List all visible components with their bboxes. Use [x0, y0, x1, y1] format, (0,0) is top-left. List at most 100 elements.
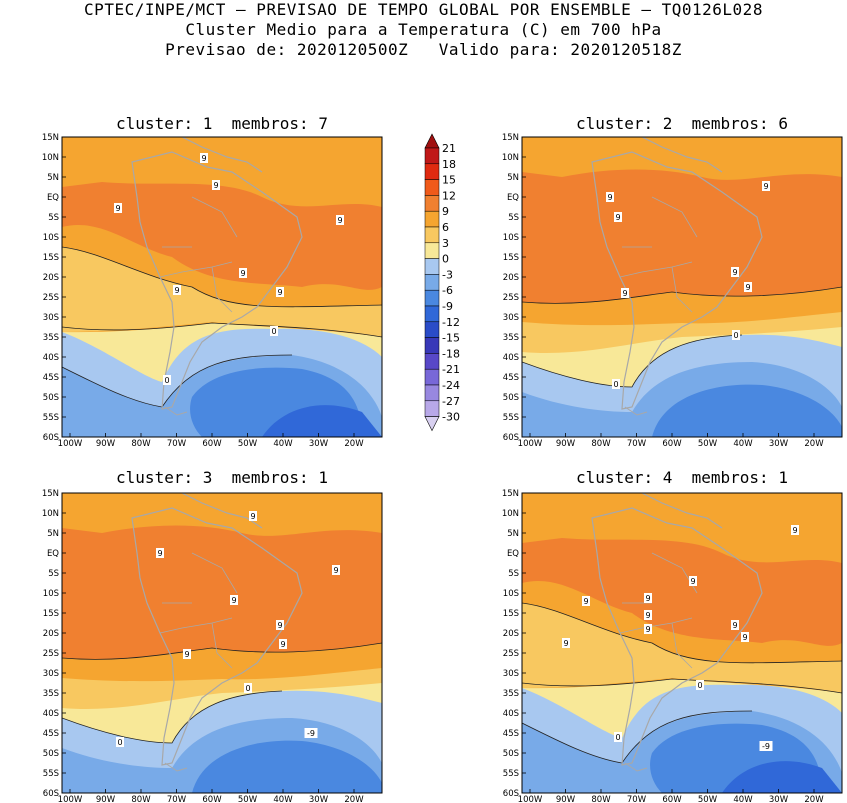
lat-tick-label: EQ: [47, 193, 59, 203]
contour-label-bg: [249, 511, 257, 521]
lat-tick-label: 55S: [43, 413, 59, 423]
colorbar-label: -21: [442, 363, 460, 376]
colorbar-label: 18: [442, 158, 456, 171]
contour-label-bg: [270, 326, 278, 336]
colorbar-label: -27: [442, 395, 460, 408]
lat-tick-label: 10S: [503, 589, 519, 599]
lon-tick-label: 80W: [131, 439, 151, 449]
lat-tick-label: 30S: [43, 313, 59, 323]
lat-tick-label: 15N: [502, 133, 519, 143]
colorbar-label: -3: [442, 268, 453, 281]
contour-label-bg: [562, 638, 570, 648]
contour-label: 9: [732, 268, 737, 277]
colorbar-swatch: [424, 353, 440, 370]
contour-label-bg: [606, 192, 614, 202]
colorbar-label: -18: [442, 347, 460, 360]
lat-tick-label: 35S: [43, 333, 59, 343]
colorbar: 21 18 15 12 9 6 3 0 -3 -6 -9 -12 -15 -18 -21 -24 -27 -30: [424, 133, 460, 432]
lon-tick-label: 90W: [556, 439, 576, 449]
lon-tick-label: 70W: [167, 439, 187, 449]
contour-label: 0: [271, 327, 276, 336]
lat-tick-label: 30S: [503, 313, 519, 323]
contour-label: 9: [157, 549, 162, 558]
lon-tick-label: 70W: [627, 439, 647, 449]
colorbar-top-arrow: [424, 133, 440, 149]
lat-tick-label: 60S: [43, 433, 59, 443]
panel-3-title: cluster: 3 membros: 1: [116, 468, 328, 487]
colorbar-bottom-arrow: [424, 416, 440, 432]
colorbar-label: -6: [442, 284, 453, 297]
contour-label-bg: [732, 330, 740, 340]
contour-label-bg: [762, 181, 770, 191]
colorbar-swatch: [424, 226, 440, 244]
lat-tick-label: 15S: [503, 253, 519, 263]
lat-tick-label: 20S: [43, 629, 59, 639]
contour-label: 9: [277, 621, 282, 630]
panel-2-title: cluster: 2 membros: 6: [576, 114, 788, 133]
lon-tick-label: 40W: [733, 439, 753, 449]
contour-label-bg: [200, 153, 208, 163]
colorbar-swatch: [424, 384, 440, 402]
contour-label-bg: [332, 565, 340, 575]
contour-label-bg: [614, 212, 622, 222]
contour-label-bg: [163, 375, 171, 385]
lat-tick-label: 15N: [42, 133, 59, 143]
lat-tick-label: 20S: [43, 273, 59, 283]
lon-tick-label: 60W: [202, 795, 222, 803]
contour-label: 9: [337, 216, 342, 225]
map-panel-4: [521, 492, 843, 794]
colorbar-swatch: [424, 368, 440, 386]
colorbar-swatch: [424, 195, 440, 212]
lon-tick-label: 30W: [769, 439, 789, 449]
contour-label: 9: [622, 289, 627, 298]
contour-label: 9: [763, 182, 768, 191]
lon-tick-label: 50W: [238, 795, 258, 803]
colorbar-swatch: [424, 258, 440, 275]
contour-label: -9: [762, 742, 770, 751]
lon-tick-label: 80W: [591, 439, 611, 449]
colorbar-label: -15: [442, 332, 460, 345]
lat-tick-label: 25S: [43, 293, 59, 303]
contour-labels: 9 9 9 9 9 9 9 0 0 9 9 9 9 9 9 0 0 9 9 9 9 9 9 9 0 0 -9 9 9 9 9 9 9 9 9 9 0 0 -…: [114, 153, 799, 751]
lat-tick-label: 40S: [503, 709, 519, 719]
lat-tick-label: 35S: [503, 333, 519, 343]
lat-tick-label: 40S: [503, 353, 519, 363]
contour-label-bg: [644, 593, 652, 603]
contour-label-bg: [230, 595, 238, 605]
colorbar-swatch: [424, 321, 440, 338]
contour-label-bg: [183, 649, 191, 659]
contour-label: 0: [164, 376, 169, 385]
lon-tick-label: 80W: [591, 795, 611, 803]
lat-tick-label: 30S: [503, 669, 519, 679]
contour-label-bg: [696, 680, 704, 690]
contour-label-bg: [173, 285, 181, 295]
header-line-3: Previsao de: 2020120500Z Valido para: 20…: [165, 40, 682, 59]
contour-label-bg: [759, 741, 773, 751]
colorbar-label: 3: [442, 237, 449, 250]
colorbar-swatch: [424, 305, 440, 323]
contour-label: 0: [697, 681, 702, 690]
lat-tick-label: 20S: [503, 629, 519, 639]
colorbar-swatch: [424, 163, 440, 180]
lat-tick-label: 5S: [508, 213, 519, 223]
lon-tick-label: 60W: [662, 439, 682, 449]
lon-tick-label: 40W: [273, 439, 293, 449]
contour-label: 9: [792, 526, 797, 535]
contour-label: 9: [280, 640, 285, 649]
lon-tick-label: 20W: [344, 439, 364, 449]
lat-tick-label: 45S: [503, 729, 519, 739]
lat-tick-label: 10N: [502, 153, 519, 163]
lat-tick-label: 30S: [43, 669, 59, 679]
lat-tick-label: 55S: [503, 413, 519, 423]
lat-tick-label: 5S: [48, 213, 59, 223]
panel-1-title: cluster: 1 membros: 7: [116, 114, 328, 133]
colorbar-label: 15: [442, 174, 456, 187]
lat-tick-label: 40S: [43, 709, 59, 719]
contour-label-bg: [244, 683, 252, 693]
lat-tick-label: 15S: [43, 609, 59, 619]
lon-tick-label: 70W: [167, 795, 187, 803]
lat-tick-label: 25S: [503, 293, 519, 303]
lat-tick-label: 50S: [43, 749, 59, 759]
lon-tick-label: 100W: [58, 439, 83, 449]
